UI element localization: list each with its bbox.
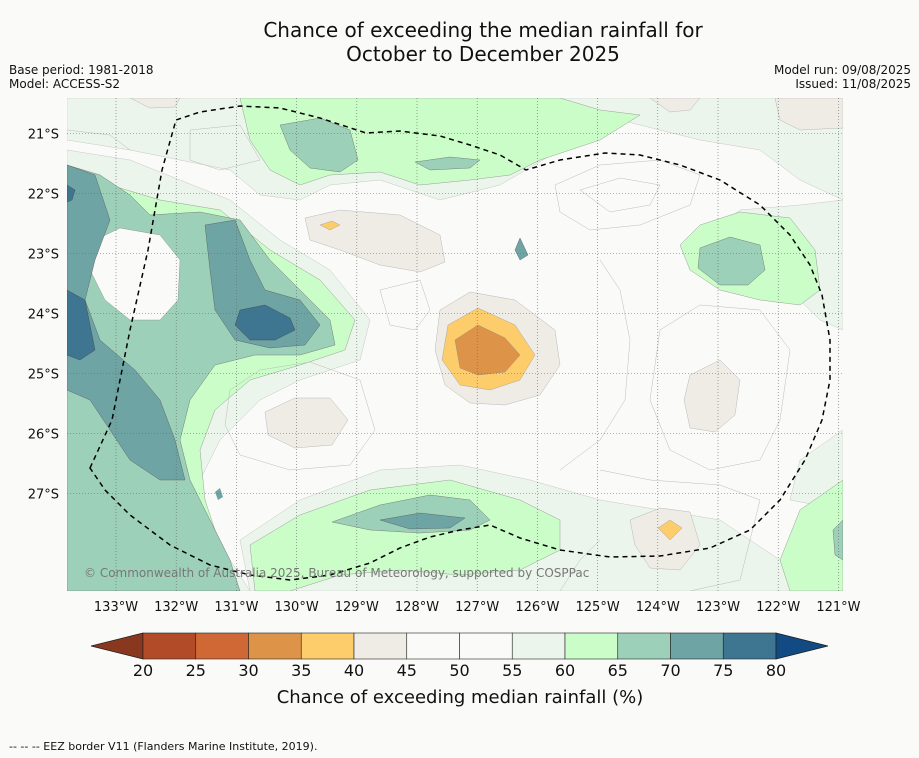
contour-75-80-spot (263, 322, 271, 330)
latitude-label: 23°S (28, 248, 59, 263)
colorbar-segment (617, 632, 671, 660)
contour-35-40-se (657, 519, 683, 541)
longitude-label: 123°W (696, 600, 740, 615)
contour-75-80-left (67, 289, 96, 361)
longitude-label: 121°W (816, 600, 860, 615)
latitude-label: 26°S (28, 428, 59, 443)
colorbar-segment (511, 632, 566, 660)
colorbar-segment (142, 632, 197, 660)
contour-30-35-center (454, 324, 521, 376)
colorbar-segment (353, 632, 408, 660)
contour-65-70-top (279, 117, 359, 173)
contour-40-45-sw (264, 397, 349, 449)
contour-40-45-north (304, 209, 446, 273)
colorbar-segment (248, 632, 302, 660)
colorbar-label: Chance of exceeding median rainfall (%) (277, 687, 644, 708)
colorbar-tick-label: 25 (186, 661, 206, 680)
colorbar-tick-label: 60 (555, 661, 575, 680)
colorbar-tick-label: 50 (449, 661, 469, 680)
longitude-label: 124°W (636, 600, 680, 615)
longitude-label: 131°W (214, 600, 258, 615)
contour-field (67, 98, 843, 591)
meta-left: Base period: 1981-2018 Model: ACCESS-S2 (9, 63, 154, 91)
colorbar-tick-label: 45 (397, 661, 417, 680)
longitude-label: 122°W (756, 600, 800, 615)
contour-70-75-bottom (379, 512, 466, 530)
latitude-label: 24°S (28, 308, 59, 323)
latitude-label: 25°S (28, 368, 59, 383)
base-period: Base period: 1981-2018 (9, 63, 154, 77)
contour-50-55-pocket (89, 227, 181, 321)
longitude-labels: 133°W 132°W 131°W 130°W 129°W 128°W 127°W 126°W… (94, 600, 861, 615)
map-title: Chance of exceeding the median rainfall … (0, 18, 919, 66)
colorbar-segment (564, 632, 619, 660)
colorbar-tick-label: 65 (608, 661, 628, 680)
title-line-1: Chance of exceeding the median rainfall … (263, 18, 703, 42)
contour-60-65-bottom (249, 479, 561, 591)
title-line-2: October to December 2025 (346, 42, 620, 66)
contour-70-75-spot (215, 488, 223, 500)
latitude-label: 27°S (28, 488, 59, 503)
longitude-label: 125°W (576, 600, 620, 615)
credit-text: © Commonwealth of Australia 2025, Bureau… (84, 566, 589, 580)
colorbar-tick-label: 75 (713, 661, 733, 680)
colorbar-tick-label: 40 (344, 661, 364, 680)
contour-40-45-ne (774, 98, 843, 131)
longitude-label: 130°W (275, 600, 319, 615)
meta-right: Model run: 09/08/2025 Issued: 11/08/2025 (774, 63, 911, 91)
colorbar-ticks: 20 25 30 35 40 45 50 55 60 65 70 75 80 (133, 661, 786, 680)
colorbar-segment (195, 632, 249, 660)
colorbar-arrow-low (90, 632, 144, 660)
longitude-label: 129°W (335, 600, 379, 615)
contour-65-70-strip (414, 156, 481, 171)
colorbar-arrow-high (775, 632, 829, 660)
latitude-label: 21°S (28, 128, 59, 143)
colorbar-tick-label: 80 (766, 661, 786, 680)
contour-60-65-se (779, 479, 843, 591)
colorbar-tick-label: 35 (291, 661, 311, 680)
contour-70-75-left (67, 164, 186, 481)
longitude-label: 132°W (154, 600, 198, 615)
colorbar-segment (300, 632, 355, 660)
colorbar-segment (670, 632, 724, 660)
contour-65-70-edge (832, 519, 843, 561)
contour-40-45-top1 (129, 98, 181, 109)
model-name: Model: ACCESS-S2 (9, 77, 121, 91)
issued-date: Issued: 11/08/2025 (795, 77, 911, 91)
colorbar-tick-label: 70 (660, 661, 680, 680)
colorbar-segment (722, 632, 777, 660)
longitude-label: 127°W (455, 600, 499, 615)
contour-40-45-se (629, 507, 701, 571)
eez-border (89, 105, 831, 581)
colorbar-tick-label: 55 (502, 661, 522, 680)
colorbar-segment (459, 632, 513, 660)
colorbar-tick-label: 20 (133, 661, 153, 680)
contour-40-45-top2 (649, 98, 701, 113)
longitude-label: 128°W (395, 600, 439, 615)
latitude-label: 22°S (28, 188, 59, 203)
contour-lines (67, 124, 791, 591)
latitude-labels: 21°S 22°S 23°S 24°S 25°S 26°S 27°S (28, 128, 59, 503)
colorbar (90, 632, 829, 660)
longitude-label: 126°W (515, 600, 559, 615)
eez-legend: -- -- -- EEZ border V11 (Flanders Marine… (9, 740, 318, 753)
contour-35-40-north (319, 220, 341, 231)
model-run: Model run: 09/08/2025 (773, 63, 911, 77)
contour-65-70-right (697, 236, 766, 286)
colorbar-segment (406, 632, 460, 660)
longitude-label: 133°W (94, 600, 138, 615)
graticule (67, 98, 843, 591)
contour-40-45-east (683, 359, 741, 433)
contour-70-75-blip (514, 237, 529, 261)
colorbar-tick-label: 30 (238, 661, 258, 680)
